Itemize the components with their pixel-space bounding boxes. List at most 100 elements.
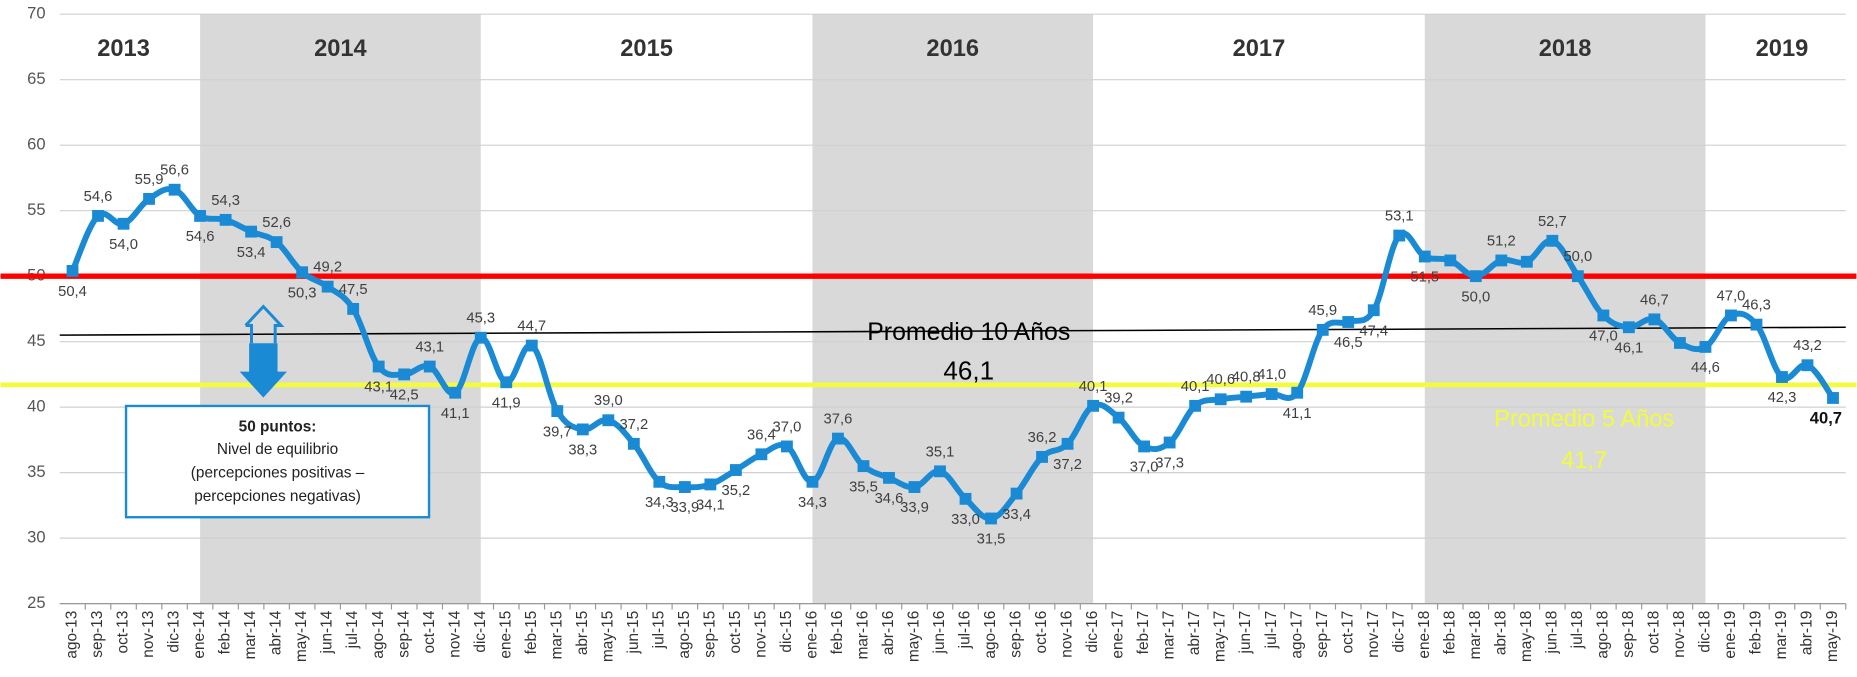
data-point	[66, 265, 79, 277]
x-tick-label: sep-15	[701, 611, 718, 658]
data-label: 38,3	[568, 443, 597, 459]
x-tick-label: dic-17	[1390, 611, 1407, 653]
data-point	[270, 236, 283, 249]
data-label: 53,1	[1385, 209, 1414, 225]
x-tick-label: feb-15	[523, 611, 540, 655]
data-point	[1520, 255, 1533, 268]
data-point	[1087, 399, 1100, 412]
data-point	[551, 405, 564, 417]
x-tick-label: ago-15	[676, 611, 693, 659]
data-point	[449, 386, 462, 399]
data-label: 35,2	[722, 483, 751, 499]
y-tick-label: 30	[27, 528, 45, 547]
data-label: 43,1	[415, 340, 444, 356]
x-tick-label: mar-18	[1467, 611, 1484, 660]
x-tick-label: ene-19	[1722, 611, 1739, 659]
data-point	[245, 225, 258, 238]
trend-line	[59, 326, 1846, 336]
data-label: 36,2	[1028, 430, 1057, 446]
x-tick-label: may-18	[1518, 611, 1535, 662]
x-tick-label: oct-13	[115, 611, 132, 654]
data-label: 40,7	[1810, 409, 1842, 428]
x-tick-label: ene-16	[803, 611, 820, 659]
data-label: 50,0	[1563, 249, 1592, 265]
data-label: 46,1	[1615, 340, 1644, 356]
data-label: 33,9	[900, 500, 929, 516]
data-label: 51,2	[1487, 233, 1516, 249]
data-label: 44,7	[517, 319, 546, 335]
data-point	[1546, 234, 1559, 247]
data-label: 44,6	[1691, 360, 1720, 376]
x-tick-label: ago-14	[370, 610, 387, 658]
data-label: 36,4	[747, 427, 776, 443]
data-label: 46,7	[1640, 292, 1669, 308]
data-point	[985, 512, 997, 525]
data-point	[653, 475, 666, 488]
annotation-line: (percepciones positivas –	[191, 464, 365, 481]
data-point	[500, 376, 513, 389]
x-tick-label: feb-14	[217, 610, 234, 654]
data-label: 33,9	[670, 500, 699, 516]
data-label: 41,9	[492, 395, 521, 411]
x-tick-label: abr-19	[1799, 611, 1816, 655]
data-point	[168, 183, 181, 196]
data-point	[1367, 304, 1380, 317]
x-tick-label: dic-13	[166, 611, 183, 653]
data-point	[678, 481, 691, 493]
data-point	[423, 360, 436, 373]
x-tick-label: sep-13	[89, 611, 106, 658]
data-label: 40,8	[1232, 370, 1261, 386]
y-tick-label: 55	[27, 200, 45, 219]
x-tick-label: feb-17	[1135, 611, 1152, 655]
x-tick-label: oct-15	[727, 611, 744, 654]
data-label: 50,4	[58, 284, 87, 300]
x-tick-label: jul-18	[1569, 611, 1586, 650]
data-point	[1214, 393, 1227, 406]
year-band	[1424, 14, 1706, 604]
data-label: 34,3	[798, 495, 827, 511]
year-label: 2013	[97, 36, 150, 62]
x-tick-label: jun-18	[1543, 611, 1560, 655]
data-label: 47,4	[1359, 323, 1388, 339]
data-label: 47,5	[339, 282, 368, 298]
down-arrow	[239, 343, 288, 398]
data-label: 52,6	[262, 215, 291, 231]
x-tick-label: oct-17	[1339, 611, 1356, 654]
data-label: 54,6	[84, 189, 113, 205]
series-line	[69, 186, 1836, 522]
data-label: 51,5	[1410, 270, 1439, 286]
data-point	[1163, 436, 1176, 449]
data-label: 53,4	[237, 245, 266, 261]
data-label: 39,7	[543, 424, 572, 440]
x-tick-label: ene-15	[497, 611, 514, 659]
data-point	[1776, 371, 1788, 383]
x-tick-label: ene-18	[1416, 611, 1433, 659]
annotation-box	[124, 404, 431, 519]
data-point	[219, 213, 232, 226]
x-tick-label: dic-14	[472, 610, 489, 652]
data-point	[627, 437, 640, 450]
x-tick-label: jun-16	[931, 611, 948, 655]
data-label: 52,7	[1538, 214, 1567, 230]
up-arrow	[244, 304, 285, 344]
x-tick-label: may-16	[906, 611, 923, 662]
x-tick-label: abr-15	[574, 611, 591, 655]
x-tick-label: oct-16	[1033, 611, 1050, 654]
data-point	[1674, 337, 1686, 349]
y-tick-label: 25	[27, 593, 45, 612]
x-tick-label: mar-19	[1773, 611, 1790, 660]
data-point	[1750, 318, 1763, 331]
year-label: 2015	[620, 36, 673, 62]
x-tick-label: feb-16	[829, 611, 846, 655]
reference-name: Promedio 5 Años	[1494, 406, 1674, 432]
x-tick-label: nov-18	[1671, 611, 1688, 658]
y-tick-label: 65	[27, 69, 45, 88]
data-label: 34,1	[696, 498, 725, 514]
data-point	[1648, 313, 1661, 326]
data-point	[321, 280, 334, 293]
data-point	[908, 481, 921, 493]
x-tick-label: abr-16	[880, 611, 897, 655]
data-point	[602, 414, 615, 427]
data-label: 34,6	[875, 491, 904, 507]
